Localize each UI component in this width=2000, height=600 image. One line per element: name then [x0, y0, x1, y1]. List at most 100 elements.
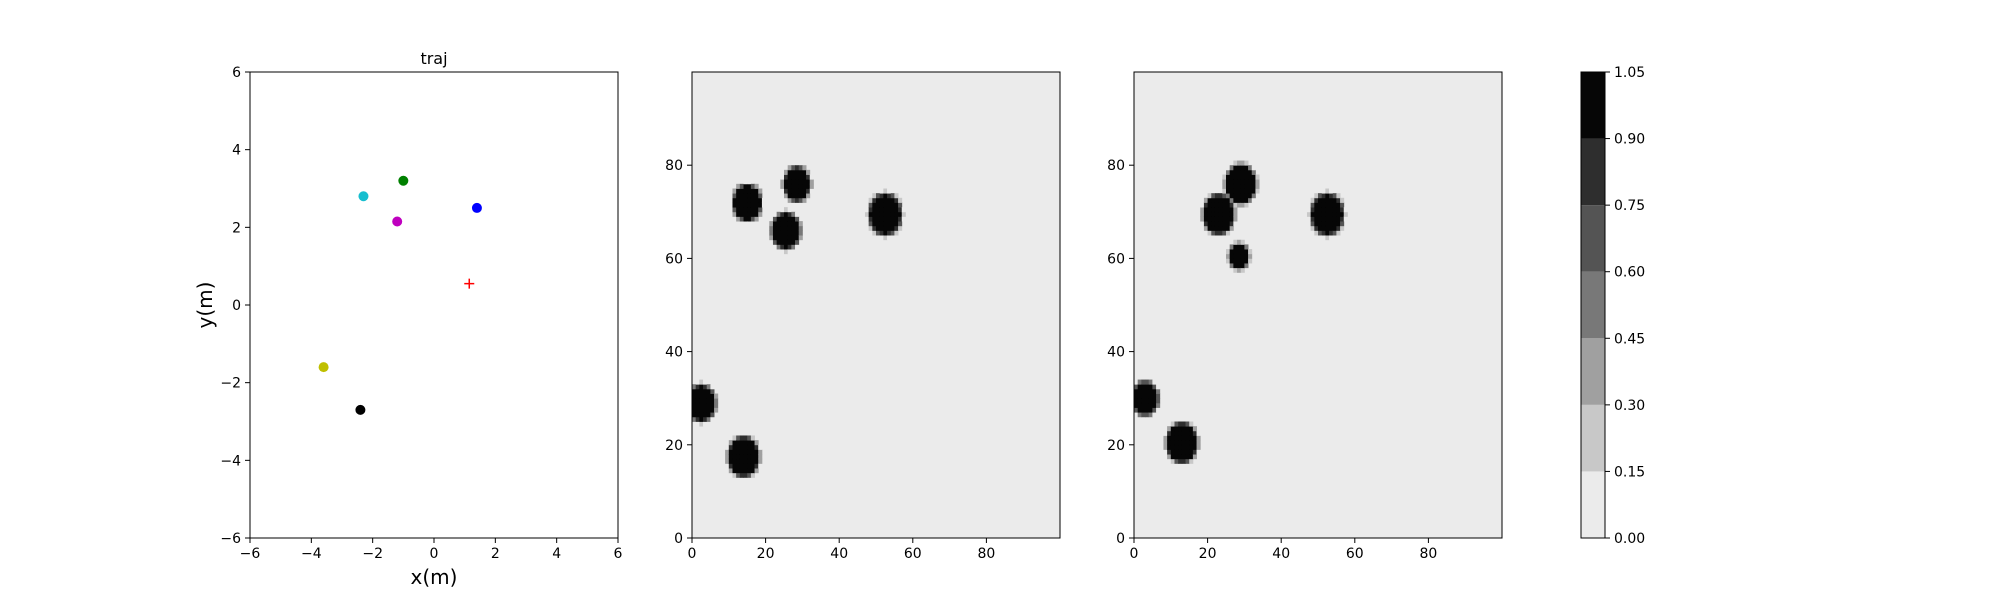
heatmap-2-cell — [1218, 211, 1223, 217]
heatmap-1-cell — [739, 463, 744, 469]
heatmap-1-cell — [739, 440, 744, 446]
heatmap-2-cell — [1141, 393, 1146, 399]
heatmap-2-cell — [1336, 202, 1341, 208]
heatmap-2-cell — [1229, 249, 1234, 255]
heatmap-1-cell — [732, 463, 737, 469]
heatmap-1-cell — [750, 207, 755, 213]
heatmap-2-cell — [1240, 183, 1245, 189]
heatmap-1-cell — [787, 179, 792, 185]
heatmap-1-cell — [706, 416, 711, 422]
heatmap-1-cell — [780, 239, 785, 245]
traj-ytick-label: 4 — [232, 143, 241, 159]
heatmap-1-cell — [743, 440, 748, 446]
heatmap-1-cell — [787, 230, 792, 236]
heatmap-1-cell — [747, 449, 752, 455]
heatmap-1-cell — [728, 449, 733, 455]
heatmap-2-cell — [1310, 221, 1315, 227]
heatmap-1-cell — [787, 249, 792, 255]
heatmap-1-cell — [714, 402, 719, 408]
heatmap-1-cell — [706, 388, 711, 394]
heatmap-1-cell — [732, 197, 737, 203]
heatmap-1-cell — [894, 202, 899, 208]
heatmap-1-cell — [710, 416, 715, 422]
heatmap-1-cell — [780, 188, 785, 194]
heatmap-1-cell — [787, 235, 792, 241]
heatmap-2-cell — [1141, 402, 1146, 408]
heatmap-2-cell — [1244, 249, 1249, 255]
heatmap-1-cell — [750, 440, 755, 446]
heatmap-2-cell — [1321, 207, 1326, 213]
heatmap-2-cell — [1134, 388, 1139, 394]
heatmap-1-cell — [787, 165, 792, 171]
heatmap-2-cell — [1226, 207, 1231, 213]
heatmap-1-cell — [876, 207, 881, 213]
heatmap-1-cell — [747, 468, 752, 474]
heatmap-1-cell — [747, 463, 752, 469]
heatmap-1-cell — [692, 388, 697, 394]
heatmap-2-cell — [1156, 393, 1161, 399]
heatmap-2-cell — [1218, 197, 1223, 203]
heatmap-1-cell — [695, 379, 700, 385]
heatmap-2-cell — [1214, 216, 1220, 222]
heatmap-2-cell — [1141, 384, 1146, 390]
heatmap-1-cell — [703, 398, 708, 404]
heatmap-2-cell — [1226, 174, 1231, 180]
heatmap-1-cell — [732, 193, 737, 199]
heatmap-1-cell — [887, 197, 892, 203]
heatmap-2-cell — [1141, 407, 1146, 413]
heatmap-1-cell — [791, 188, 796, 194]
traj-xlabel: x(m) — [411, 565, 458, 589]
heatmap-2-cell — [1229, 174, 1234, 180]
heatmap-2-cell — [1244, 263, 1249, 269]
heatmap-1-cell — [876, 225, 881, 231]
heatmap-2-cell — [1192, 449, 1197, 455]
heatmap-2-cell — [1189, 421, 1194, 427]
heatmap-2-cell — [1321, 202, 1326, 208]
heatmap-1-cell — [795, 239, 800, 245]
heatmap-2-cell — [1134, 407, 1139, 413]
heatmap-1-cell — [798, 230, 803, 236]
heatmap-2-cell — [1248, 183, 1253, 189]
heatmap-2-cell — [1178, 435, 1183, 441]
heatmap-1-cell — [791, 193, 796, 199]
heatmap-2-cell — [1237, 179, 1242, 185]
heatmap-2-cell — [1167, 435, 1172, 441]
heatmap-2-cell — [1306, 207, 1312, 213]
heatmap-2-cell — [1229, 244, 1234, 250]
heatmap-2-cell — [1336, 221, 1341, 227]
heatmap-1-cell — [725, 449, 730, 455]
heatmap-1-cell — [780, 221, 785, 227]
heatmap-2-cell — [1170, 435, 1175, 441]
heatmap-1-cell — [802, 179, 807, 185]
traj-target-marker — [464, 278, 475, 289]
heatmap-1-cell — [695, 402, 700, 408]
heatmap-1-cell — [791, 221, 796, 227]
heatmap-1-cell — [695, 384, 700, 390]
heatmap-2-cell — [1189, 426, 1194, 432]
heatmap-1-cell — [703, 384, 708, 390]
heatmap-1-cell — [750, 444, 755, 450]
heatmap-2-cell — [1318, 197, 1323, 203]
heatmap-2-cell — [1325, 235, 1330, 241]
heatmap-1-cell — [739, 458, 744, 464]
heatmap-2-cell — [1167, 449, 1172, 455]
heatmap-2-cell — [1226, 211, 1231, 217]
heatmap-2-cell — [1329, 211, 1334, 217]
heatmap-1-cell — [692, 407, 697, 413]
heatmap-1-cell — [703, 407, 708, 413]
heatmap-1-cell — [802, 165, 807, 171]
heatmap-1-cell — [706, 393, 711, 399]
heatmap-2-cell — [1141, 412, 1146, 418]
heatmap-1-cell — [692, 384, 697, 390]
heatmap-1-cell — [714, 393, 719, 399]
heatmap-1-cell — [798, 197, 803, 203]
heatmap-1-cell — [732, 472, 737, 478]
heatmap-2-cell — [1321, 216, 1326, 222]
heatmap-1-cell — [795, 235, 800, 241]
heatmap-1-cell — [754, 188, 759, 194]
heatmap-1-cell — [872, 202, 877, 208]
heatmap-2-cell — [1244, 193, 1249, 199]
heatmap-1-cell — [791, 244, 796, 250]
heatmap-1-cell — [743, 454, 748, 460]
heatmap-1-cell — [699, 379, 704, 385]
